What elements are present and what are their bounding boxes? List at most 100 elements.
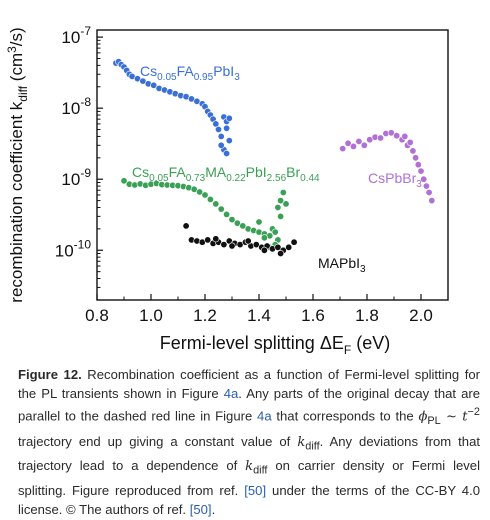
data-point: [422, 182, 430, 190]
data-point: [212, 235, 220, 243]
data-point: [223, 124, 231, 132]
label-base: FA: [169, 164, 187, 180]
data-point: [225, 114, 233, 122]
data-point: [339, 145, 347, 153]
data-point: [212, 120, 220, 128]
data-point: [196, 188, 204, 196]
data-point: [228, 242, 236, 250]
caption-text: . Any deviations from that trajectory le…: [18, 433, 480, 474]
x-tick-label: 1.4: [247, 306, 271, 325]
caption-text: trajectory end up giving a constant valu…: [18, 433, 298, 449]
data-point: [239, 222, 247, 230]
data-point: [412, 154, 420, 162]
math-k-subscript: diff: [305, 440, 320, 453]
label-base: PbI: [213, 63, 234, 79]
label-base: MAPbI: [318, 255, 360, 271]
x-tick-label: 1.8: [355, 306, 379, 325]
label-base: Cs: [140, 63, 157, 79]
math-k-subscript: diff: [253, 465, 268, 477]
label-base: MA: [205, 164, 227, 180]
data-point: [393, 132, 401, 140]
series-CsPbBr3: [339, 129, 436, 205]
label-subscript: 0.73: [186, 173, 206, 184]
x-tick-label: 0.8: [85, 306, 109, 325]
label-subscript: 0.05: [157, 72, 177, 83]
math-exponent: −2: [467, 406, 480, 419]
series-MAPbI3: [182, 222, 298, 258]
data-point: [220, 241, 228, 249]
caption-text: that corresponds to the: [271, 408, 419, 424]
x-tick-label: 1.0: [139, 306, 163, 325]
x-axis-label: Fermi-level splitting ΔEF (eV): [160, 333, 390, 357]
data-point: [244, 237, 252, 245]
axes: [96, 29, 449, 301]
label-subscript: 0.44: [300, 173, 320, 184]
label-subscript: 3: [234, 72, 240, 83]
series-label-cspbbr: CsPbBr3: [368, 170, 422, 190]
label-base: PbI: [246, 164, 267, 180]
caption-text: Recombination coefficient as a function …: [18, 367, 480, 402]
data-point: [344, 139, 352, 147]
math-k: k: [297, 434, 306, 450]
data-point: [204, 236, 212, 244]
figure-link[interactable]: 4a: [257, 408, 272, 424]
data-point: [409, 147, 417, 155]
label-subscript: 2.56: [267, 173, 287, 184]
figure-caption: Figure 12. Recombination coefficient as …: [18, 365, 480, 520]
data-point: [260, 234, 268, 242]
math-phi-subscript: PL: [427, 415, 441, 428]
data-point: [387, 129, 395, 137]
y-tick-label: 10-9: [61, 166, 91, 189]
label-base: Br: [286, 164, 300, 180]
label-subscript: 0.95: [194, 72, 214, 83]
figure-link[interactable]: 4a: [223, 386, 239, 402]
label-subscript: 3: [360, 264, 366, 275]
label-subscript: 0.05: [149, 173, 169, 184]
x-tick-label: 1.2: [193, 306, 217, 325]
caption-text: .: [211, 502, 216, 518]
data-point: [279, 189, 287, 197]
data-point: [355, 137, 363, 145]
tick-marks: 0.8 1.0 1.2 1.4 1.6 1.8 2.0 10-10 10-9 10-8 10-7: [55, 24, 433, 325]
data-point: [225, 137, 233, 145]
data-points: [112, 58, 436, 258]
data-point: [223, 150, 231, 158]
caption-text: . Any parts of the original decay that a…: [18, 386, 481, 424]
x-tick-label: 2.0: [409, 306, 433, 325]
data-point: [376, 134, 384, 142]
reference-link[interactable]: [50]: [244, 483, 267, 499]
math-k: k: [245, 459, 254, 475]
data-point: [425, 189, 433, 197]
label-base: FA: [177, 63, 195, 79]
reference-link[interactable]: [50]: [189, 502, 212, 518]
data-point: [290, 238, 298, 246]
data-point: [217, 141, 225, 149]
label-subscript: 3: [416, 179, 422, 190]
data-point: [182, 222, 190, 230]
data-point: [223, 210, 231, 218]
data-point: [349, 142, 357, 150]
data-point: [255, 218, 263, 226]
series-label-cs_fa_ma: Cs0.05FA0.73MA0.22PbI2.56Br0.44: [132, 164, 320, 184]
label-base: Cs: [132, 164, 149, 180]
plot-frame: [96, 29, 449, 301]
data-point: [277, 250, 285, 258]
data-point: [228, 216, 236, 224]
math-phi: ϕ: [418, 409, 428, 425]
series-Cs0.05FA0.95PbI3: [112, 58, 233, 158]
data-point: [271, 228, 279, 236]
series-Cs0.05FA0.73MA0.22PbI2.56Br0.44: [120, 177, 290, 251]
data-point: [277, 197, 285, 205]
y-tick-label: 10-10: [55, 237, 92, 260]
caption-label: Figure 12.: [18, 367, 82, 382]
data-point: [260, 246, 268, 254]
series-label-cs_fa: Cs0.05FA0.95PbI3: [140, 63, 240, 83]
label-base: CsPbBr: [368, 170, 417, 186]
data-point: [274, 204, 282, 212]
data-point: [420, 175, 428, 183]
y-tick-label: 10-8: [61, 95, 91, 118]
data-point: [282, 200, 290, 208]
data-point: [274, 243, 282, 251]
data-point: [277, 212, 285, 220]
data-point: [217, 132, 225, 140]
